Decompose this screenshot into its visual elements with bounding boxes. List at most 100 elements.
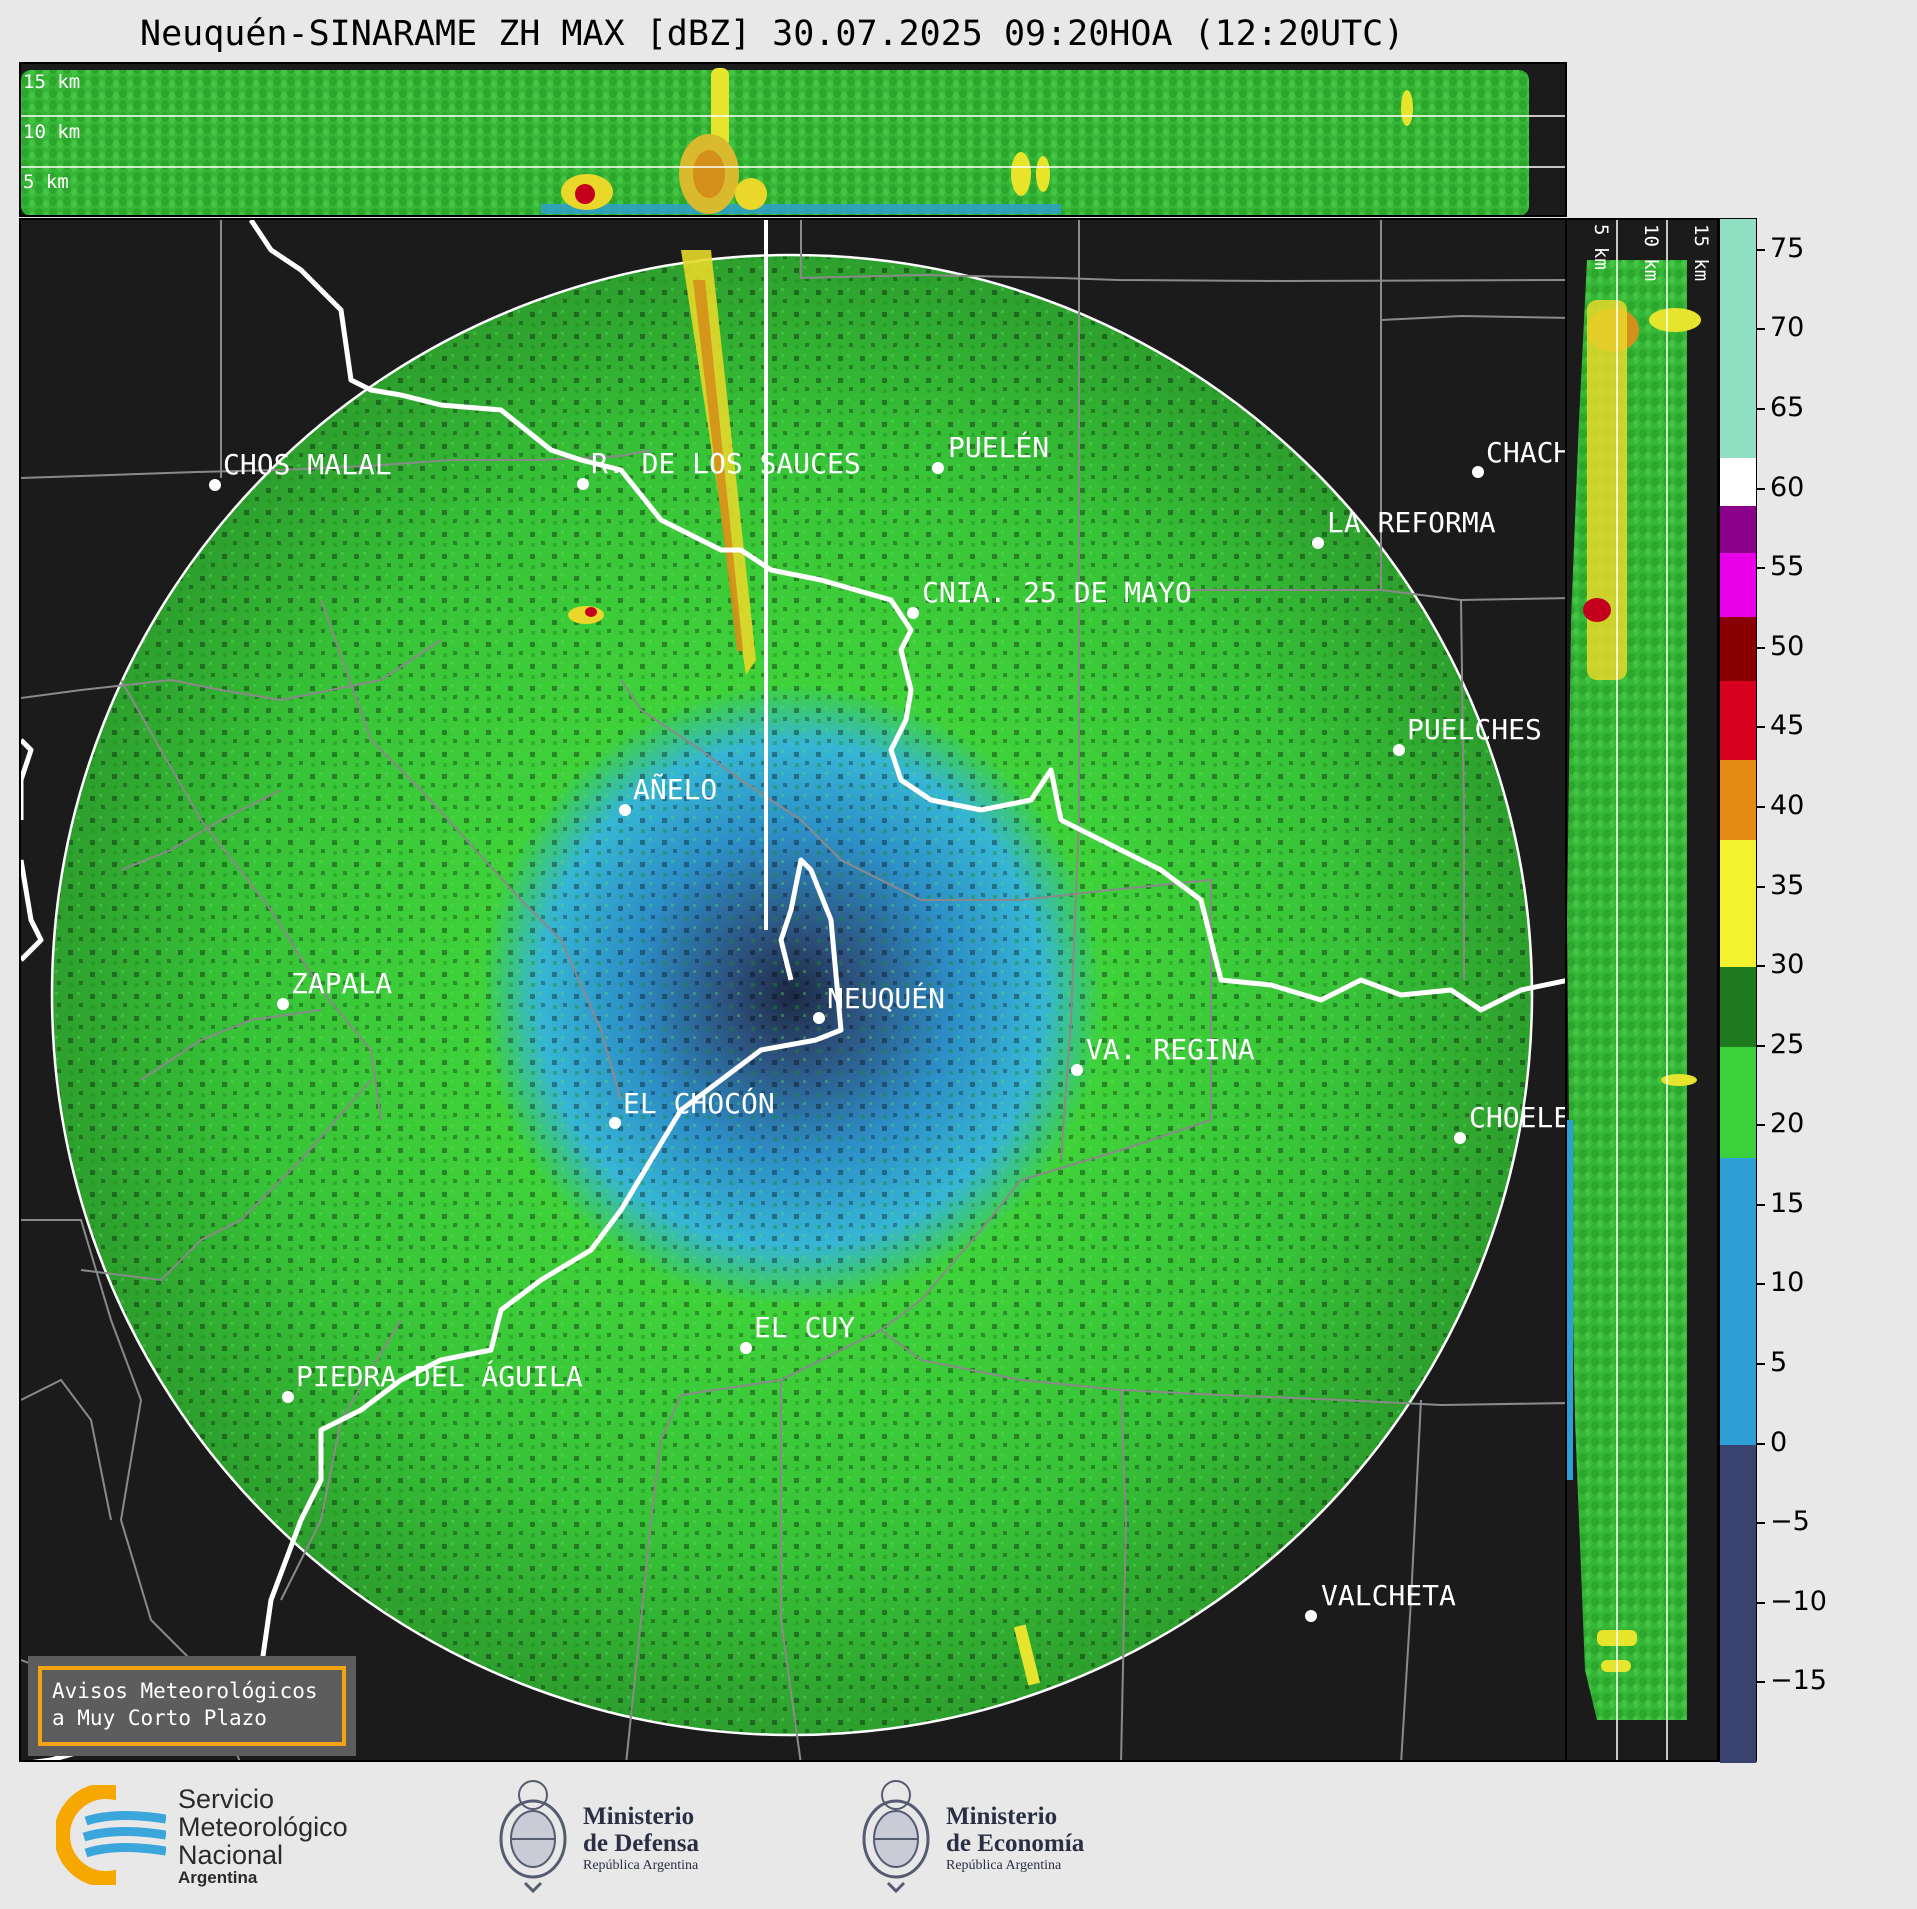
city-dot xyxy=(1454,1132,1466,1144)
smn-line-1: Servicio xyxy=(178,1784,275,1814)
coat-of-arms-icon xyxy=(499,1780,567,1894)
colorbar-tick-label: −10 xyxy=(1770,1585,1827,1617)
colorbar-segment xyxy=(1720,219,1756,458)
city-dot xyxy=(740,1342,752,1354)
notice-line-1: Avisos Meteorológicos xyxy=(52,1679,318,1703)
colorbar-tick-label: 65 xyxy=(1770,392,1805,423)
city-label: VA. REGINA xyxy=(1086,1033,1255,1066)
city-neuquen: NEUQUÉN xyxy=(813,981,945,1024)
ministerio-economia-logo: Ministerio de Economía República Argenti… xyxy=(858,1775,1138,1895)
smn-line-2: Meteorológico xyxy=(178,1812,348,1842)
colorbar-tick-label: −5 xyxy=(1770,1506,1810,1538)
colorbar-tick xyxy=(1757,646,1765,649)
colorbar-segment xyxy=(1720,680,1756,761)
colorbar-tick-label: 35 xyxy=(1770,869,1805,901)
colorbar-tick-label: 70 xyxy=(1770,312,1805,344)
city-label: EL CUY xyxy=(754,1311,855,1344)
city-dot xyxy=(282,1391,294,1403)
smn-line-3: Nacional xyxy=(178,1840,284,1870)
colorbar-tick xyxy=(1757,1363,1765,1366)
city-puelches: PUELCHES xyxy=(1393,713,1542,756)
city-dot xyxy=(577,478,589,490)
economia-line-2: de Economía xyxy=(946,1830,1085,1857)
colorbar-tick-label: 75 xyxy=(1770,232,1805,264)
city-label: CHOS MALAL xyxy=(223,448,392,481)
colorbar-tick xyxy=(1757,1522,1765,1525)
city-rincon-de-los-sauces: R. DE LOS SAUCES xyxy=(577,447,861,490)
colorbar-tick xyxy=(1757,1681,1765,1684)
smn-line-4: Argentina xyxy=(178,1868,258,1887)
colorbar-tick-label: 50 xyxy=(1770,630,1805,662)
defensa-line-2: de Defensa xyxy=(583,1830,699,1857)
city-label: CNIA. 25 DE MAYO xyxy=(922,576,1192,609)
city-label: PUELCHES xyxy=(1407,713,1542,746)
colorbar-tick-label: 5 xyxy=(1770,1347,1788,1379)
city-label: ZAPALA xyxy=(291,967,392,1000)
colorbar-tick-label: 10 xyxy=(1770,1267,1805,1299)
colorbar-tick xyxy=(1757,805,1765,808)
city-la-reforma: LA REFORMA xyxy=(1312,506,1496,549)
colorbar-tick-label: 15 xyxy=(1770,1187,1805,1219)
warnings-notice-box[interactable]: Avisos Meteorológicos a Muy Corto Plazo xyxy=(38,1666,346,1746)
city-dot xyxy=(1305,1610,1317,1622)
colorbar-tick xyxy=(1757,248,1765,251)
city-label: R. DE LOS SAUCES xyxy=(591,447,861,480)
dbz-colorbar xyxy=(1719,218,1757,1763)
colorbar-tick xyxy=(1757,487,1765,490)
side-height-label-15: 15 km xyxy=(1690,224,1712,281)
side-height-cross-section: 5 km 10 km 15 km xyxy=(1567,218,1719,1762)
colorbar-segment xyxy=(1720,457,1756,506)
warnings-notice[interactable]: Avisos Meteorológicos a Muy Corto Plazo xyxy=(28,1656,356,1756)
colorbar-tick-label: 40 xyxy=(1770,789,1805,821)
city-label: LA REFORMA xyxy=(1327,506,1496,539)
colorbar-tick-label: −15 xyxy=(1770,1665,1827,1697)
ministerio-defensa-logo: Ministerio de Defensa República Argentin… xyxy=(495,1775,755,1895)
city-label: PUELÉN xyxy=(948,430,1049,464)
city-dot xyxy=(1312,537,1324,549)
radar-range-ring xyxy=(50,253,1534,1737)
city-dot xyxy=(932,462,944,474)
city-label: CHACH xyxy=(1486,436,1567,469)
colorbar-tick-label: 0 xyxy=(1770,1426,1788,1458)
colorbar-tick xyxy=(1757,1044,1765,1047)
city-villa-regina: VA. REGINA xyxy=(1071,1033,1255,1076)
city-dot xyxy=(1393,744,1405,756)
colorbar-tick xyxy=(1757,965,1765,968)
smn-logo: Servicio Meteorológico Nacional Argentin… xyxy=(56,1784,396,1887)
colorbar-tick xyxy=(1757,1601,1765,1604)
colorbar-tick xyxy=(1757,408,1765,410)
city-dot xyxy=(619,804,631,816)
colorbar-segment xyxy=(1720,1444,1756,1763)
colorbar-tick-label: 30 xyxy=(1770,949,1805,981)
colorbar-tick-label: 20 xyxy=(1770,1108,1805,1140)
colorbar-segment xyxy=(1720,967,1756,1047)
city-piedra-del-aguila: PIEDRA DEL ÁGUILA xyxy=(282,1359,583,1403)
colorbar-segment xyxy=(1720,616,1756,681)
city-label: AÑELO xyxy=(633,772,717,806)
colorbar-segment xyxy=(1720,505,1756,554)
defensa-line-3: República Argentina xyxy=(583,1858,699,1873)
smn-emblem-icon xyxy=(56,1785,166,1885)
city-dot xyxy=(277,998,289,1010)
city-label: CHOELE xyxy=(1469,1101,1567,1134)
city-label: PIEDRA DEL ÁGUILA xyxy=(296,1359,583,1393)
colorbar-tick-label: 45 xyxy=(1770,710,1805,742)
top-height-label-5: 5 km xyxy=(23,171,69,193)
top-height-cross-section: 15 km 10 km 5 km xyxy=(19,62,1567,217)
colorbar-tick xyxy=(1757,567,1765,570)
notice-line-2: a Muy Corto Plazo xyxy=(52,1706,267,1730)
colorbar-segment xyxy=(1720,1158,1756,1445)
city-dot xyxy=(609,1117,621,1129)
coat-of-arms-icon xyxy=(862,1780,930,1894)
city-dot xyxy=(907,607,919,619)
city-chos-malal: CHOS MALAL xyxy=(209,448,392,491)
city-anelo: AÑELO xyxy=(619,772,717,816)
province-boundaries xyxy=(21,220,1565,1760)
radar-map[interactable]: CHOS MALAL R. DE LOS SAUCES PUELÉN CHACH… xyxy=(19,218,1567,1762)
colorbar-segment xyxy=(1720,760,1756,840)
defensa-line-1: Ministerio xyxy=(583,1803,695,1830)
colorbar-tick xyxy=(1757,885,1765,888)
city-dot xyxy=(1071,1064,1083,1076)
colorbar-tick xyxy=(1757,1124,1765,1127)
top-cross-section-plot: 15 km 10 km 5 km xyxy=(21,68,1565,215)
